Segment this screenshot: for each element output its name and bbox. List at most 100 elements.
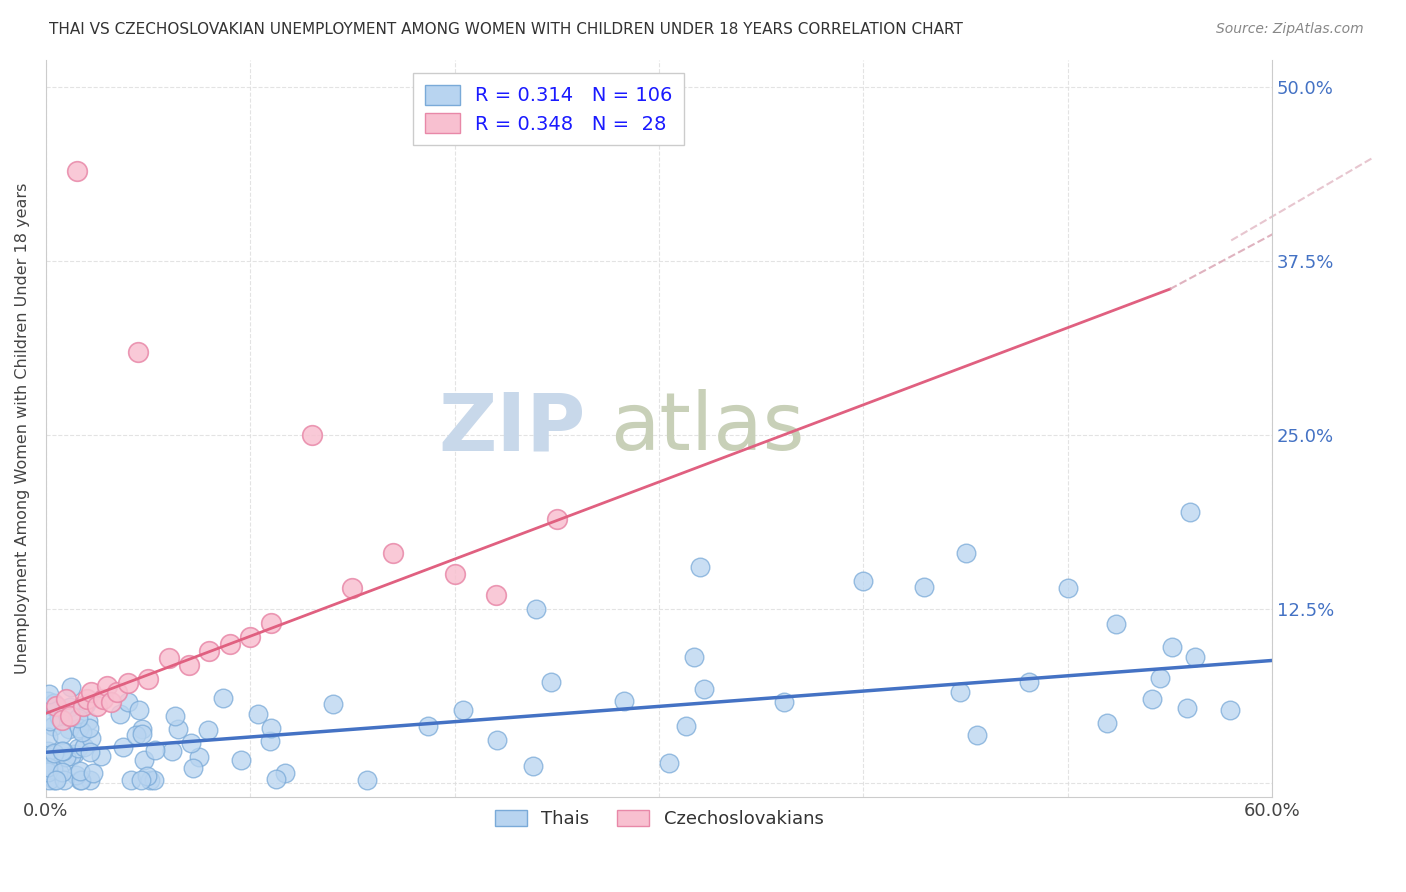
Point [48, 710, 70, 724]
Point [62, 747, 84, 761]
Point [131, 727, 153, 741]
Point [188, 750, 211, 764]
Text: atlas: atlas [610, 389, 804, 467]
Point [67, 721, 90, 735]
Point [65, 768, 87, 782]
Point [912, 580, 935, 594]
Point [693, 682, 716, 697]
Point [90, 748, 112, 763]
Point [72, 740, 94, 755]
Point [246, 707, 269, 722]
Point [107, 685, 129, 699]
Point [79, 731, 101, 746]
Point [160, 744, 183, 758]
Point [274, 765, 297, 780]
Point [91, 692, 114, 706]
Point [522, 759, 544, 773]
Point [79, 773, 101, 788]
Point [58, 722, 80, 736]
Point [259, 733, 281, 747]
Point [69, 773, 91, 788]
Point [136, 672, 159, 686]
Point [197, 723, 219, 737]
Point [86, 699, 108, 714]
Point [37, 764, 59, 779]
Text: THAI VS CZECHOSLOVAKIAN UNEMPLOYMENT AMONG WOMEN WITH CHILDREN UNDER 18 YEARS CO: THAI VS CZECHOSLOVAKIAN UNEMPLOYMENT AMO… [49, 22, 963, 37]
Point [682, 650, 704, 665]
Point [658, 756, 681, 770]
Point [48, 764, 70, 779]
Point [181, 761, 204, 775]
Point [132, 753, 155, 767]
Point [260, 615, 283, 630]
Point [322, 697, 344, 711]
Point [59, 680, 82, 694]
Point [443, 567, 465, 582]
Point [382, 546, 405, 560]
Legend: Thais, Czechoslovakians: Thais, Czechoslovakians [488, 803, 831, 836]
Point [72, 699, 94, 714]
Point [38, 687, 60, 701]
Point [37, 763, 59, 777]
Point [453, 702, 475, 716]
Point [77, 721, 100, 735]
Point [55, 750, 77, 764]
Point [65, 164, 87, 178]
Point [44, 696, 66, 710]
Point [67, 711, 90, 725]
Point [76, 692, 98, 706]
Point [108, 707, 131, 722]
Point [773, 695, 796, 709]
Point [416, 719, 439, 733]
Point [198, 644, 221, 658]
Point [51, 713, 73, 727]
Point [117, 675, 139, 690]
Point [949, 685, 972, 699]
Point [51, 744, 73, 758]
Point [100, 695, 122, 709]
Point [219, 637, 242, 651]
Point [38, 773, 60, 788]
Y-axis label: Unemployment Among Women with Children Under 18 years: Unemployment Among Women with Children U… [15, 183, 30, 673]
Point [37, 730, 59, 744]
Point [143, 743, 166, 757]
Point [42, 719, 65, 733]
Point [231, 753, 253, 767]
Point [59, 700, 82, 714]
Point [613, 694, 636, 708]
Point [42, 762, 65, 776]
Point [129, 773, 152, 788]
Text: Source: ZipAtlas.com: Source: ZipAtlas.com [1216, 22, 1364, 37]
Point [77, 714, 100, 728]
Point [59, 749, 82, 764]
Point [128, 703, 150, 717]
Point [1161, 640, 1184, 655]
Point [546, 511, 568, 525]
Point [75, 698, 97, 712]
Point [526, 602, 548, 616]
Point [540, 675, 562, 690]
Point [689, 560, 711, 574]
Point [59, 709, 82, 723]
Point [37, 749, 59, 764]
Point [955, 546, 977, 560]
Point [239, 630, 262, 644]
Point [51, 727, 73, 741]
Point [139, 773, 162, 788]
Point [852, 574, 875, 589]
Point [42, 773, 65, 788]
Point [96, 679, 118, 693]
Point [39, 714, 62, 728]
Point [1097, 715, 1119, 730]
Point [66, 740, 89, 755]
Point [37, 694, 59, 708]
Point [157, 650, 180, 665]
Point [177, 657, 200, 672]
Point [45, 699, 67, 714]
Point [37, 744, 59, 758]
Point [260, 721, 283, 735]
Point [70, 725, 93, 739]
Point [1018, 675, 1040, 690]
Text: ZIP: ZIP [439, 389, 585, 467]
Point [1175, 701, 1198, 715]
